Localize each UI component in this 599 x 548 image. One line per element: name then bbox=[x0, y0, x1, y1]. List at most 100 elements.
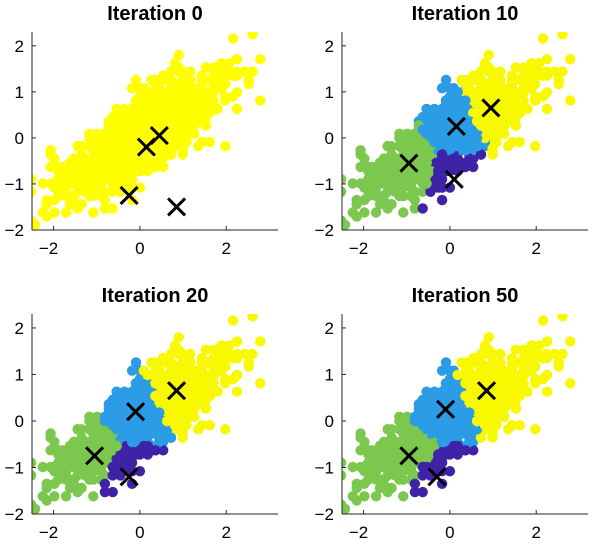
data-point bbox=[255, 378, 266, 389]
data-point bbox=[239, 66, 250, 77]
data-point bbox=[460, 378, 471, 389]
data-point bbox=[444, 112, 456, 123]
data-point bbox=[436, 83, 448, 94]
data-point bbox=[255, 95, 266, 106]
data-point bbox=[130, 386, 142, 397]
data-point bbox=[464, 399, 475, 410]
data-point bbox=[123, 136, 134, 148]
data-point bbox=[181, 386, 192, 397]
data-point bbox=[382, 486, 393, 498]
y-tick-label: −2 bbox=[315, 505, 334, 524]
data-point bbox=[72, 165, 83, 177]
data-point bbox=[475, 357, 487, 368]
data-point bbox=[142, 128, 153, 139]
data-point bbox=[224, 58, 235, 69]
data-point bbox=[150, 87, 161, 98]
data-point bbox=[60, 207, 72, 218]
data-point bbox=[510, 95, 522, 106]
data-point bbox=[491, 83, 502, 94]
data-point bbox=[475, 373, 487, 385]
data-point bbox=[565, 54, 576, 65]
data-point bbox=[185, 348, 196, 360]
data-point bbox=[425, 407, 436, 418]
data-point bbox=[475, 403, 487, 414]
centroid-marker bbox=[399, 153, 419, 173]
data-point bbox=[495, 124, 506, 135]
data-point bbox=[526, 340, 537, 351]
data-point bbox=[386, 424, 397, 435]
y-tick-label: 2 bbox=[325, 37, 334, 56]
data-point bbox=[181, 365, 192, 376]
y-tick-label: 1 bbox=[15, 83, 24, 102]
data-point bbox=[429, 157, 440, 168]
data-point bbox=[154, 424, 165, 435]
data-point bbox=[553, 361, 564, 372]
data-point bbox=[510, 62, 522, 73]
data-point bbox=[196, 353, 208, 364]
data-point bbox=[243, 78, 254, 90]
data-point bbox=[107, 203, 118, 214]
data-point bbox=[367, 182, 378, 193]
data-point bbox=[468, 107, 479, 119]
data-points bbox=[342, 32, 576, 230]
data-point bbox=[468, 445, 479, 456]
data-point bbox=[72, 186, 83, 197]
x-tick-label: 2 bbox=[531, 523, 540, 542]
data-point bbox=[185, 95, 196, 106]
data-point bbox=[185, 66, 196, 77]
y-tick-label: 2 bbox=[15, 319, 24, 338]
data-point bbox=[220, 95, 231, 106]
data-point bbox=[359, 207, 370, 218]
data-point bbox=[483, 332, 494, 343]
data-point bbox=[49, 207, 60, 218]
data-point bbox=[471, 415, 483, 427]
data-point bbox=[444, 161, 456, 173]
data-point bbox=[425, 165, 436, 177]
data-point bbox=[196, 369, 208, 381]
data-point bbox=[37, 178, 48, 189]
data-point bbox=[565, 336, 576, 347]
data-point bbox=[142, 369, 153, 381]
data-point bbox=[530, 78, 541, 90]
data-point bbox=[440, 386, 452, 397]
data-point bbox=[378, 178, 390, 189]
data-point bbox=[433, 453, 444, 464]
data-point bbox=[200, 344, 212, 355]
data-point bbox=[468, 357, 479, 368]
data-point bbox=[452, 87, 463, 98]
data-point bbox=[193, 103, 204, 115]
data-point bbox=[363, 190, 374, 202]
data-point bbox=[534, 58, 545, 69]
data-point bbox=[382, 449, 393, 460]
data-point bbox=[64, 199, 76, 210]
data-point bbox=[231, 103, 243, 115]
data-point bbox=[534, 340, 545, 351]
data-point bbox=[247, 32, 258, 40]
data-point bbox=[503, 103, 514, 115]
data-point bbox=[347, 491, 358, 502]
data-point bbox=[409, 132, 421, 144]
data-point bbox=[475, 120, 487, 131]
data-point bbox=[475, 432, 487, 443]
data-point bbox=[41, 478, 52, 489]
data-point bbox=[37, 491, 48, 502]
data-point bbox=[436, 112, 448, 123]
data-point bbox=[150, 378, 161, 389]
data-point bbox=[487, 145, 498, 156]
data-point bbox=[565, 95, 576, 106]
data-point bbox=[514, 103, 525, 115]
data-point bbox=[177, 357, 188, 368]
data-point bbox=[165, 382, 177, 393]
data-point bbox=[165, 91, 177, 102]
data-point bbox=[495, 378, 506, 389]
data-point bbox=[138, 386, 149, 397]
data-point bbox=[111, 178, 122, 189]
data-point bbox=[88, 136, 99, 148]
y-tick-label: 0 bbox=[15, 129, 24, 148]
data-point bbox=[370, 207, 382, 218]
data-point bbox=[165, 357, 177, 368]
x-tick-label: 0 bbox=[135, 239, 144, 258]
data-point bbox=[429, 440, 440, 452]
data-point bbox=[460, 390, 471, 402]
